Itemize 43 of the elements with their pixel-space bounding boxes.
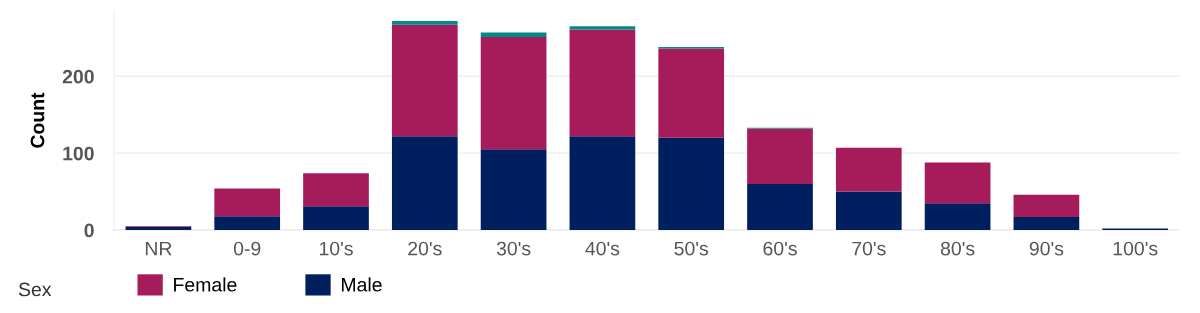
- x-tick-label: 50's: [674, 241, 709, 256]
- bar: [924, 203, 991, 231]
- y-tick-label: 0: [84, 223, 94, 238]
- legend-label: Female: [174, 277, 237, 292]
- bar: [480, 32, 547, 38]
- bar: [303, 173, 369, 207]
- bar: [658, 48, 725, 138]
- bar: [835, 147, 902, 192]
- bar: [391, 20, 458, 25]
- bar: [303, 206, 369, 231]
- x-tick-label: 10's: [319, 241, 353, 256]
- x-tick-label: 20's: [408, 241, 442, 256]
- y-tick-label: 100: [63, 146, 94, 161]
- bar: [391, 136, 458, 231]
- bar: [569, 136, 636, 231]
- legend-label: Male: [341, 277, 382, 292]
- legend-title: Sex: [18, 282, 52, 297]
- bar: [924, 162, 991, 204]
- bar: [747, 128, 813, 184]
- bar: [569, 26, 636, 30]
- bar: [214, 216, 281, 231]
- bar: [1013, 194, 1080, 217]
- bar: [835, 191, 902, 231]
- x-tick-label: 0-9: [233, 241, 261, 256]
- x-tick-label: 30's: [496, 241, 531, 256]
- bar: [1013, 216, 1080, 231]
- x-tick-label: 100's: [1113, 241, 1158, 256]
- y-tick-label: 200: [62, 69, 94, 84]
- x-tick-label: 60's: [763, 241, 797, 256]
- y-axis-title: Count: [30, 92, 45, 148]
- bar: [125, 226, 192, 231]
- bar: [480, 37, 547, 150]
- x-tick-label: 40's: [585, 241, 620, 256]
- x-tick-label: NR: [145, 241, 172, 256]
- bar: [569, 29, 636, 137]
- bar: [214, 188, 281, 217]
- bar: [747, 183, 813, 231]
- bar: [658, 137, 725, 231]
- bar: [391, 24, 458, 137]
- x-tick-label: 80's: [940, 241, 975, 256]
- x-tick-label: 70's: [852, 241, 886, 256]
- bar: [480, 149, 547, 231]
- x-tick-label: 90's: [1029, 241, 1064, 256]
